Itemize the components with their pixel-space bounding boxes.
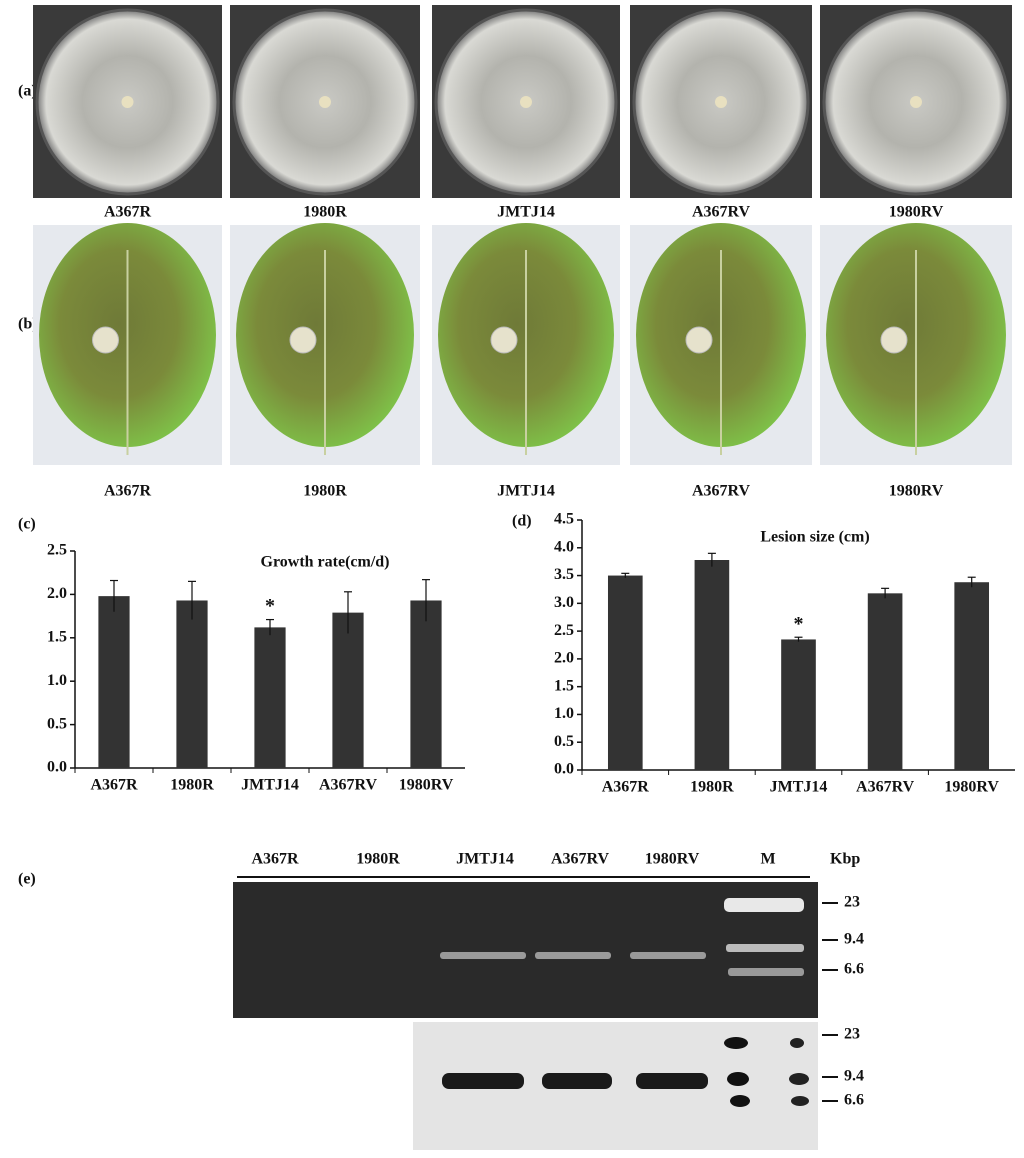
x-tick-label: A367RV [319,777,378,794]
y-tick-label: 3.5 [554,566,574,583]
blot-marker [789,1073,809,1085]
bar [98,596,130,768]
chart-title: Lesion size (cm) [760,529,869,546]
blot-marker [727,1072,749,1086]
significance-mark: * [265,595,275,617]
x-tick-label: 1980RV [399,777,454,794]
lane-label: A367R [251,851,299,868]
panel-label: (c) [18,516,36,533]
lane-label: 1980R [356,851,400,868]
inoculum [121,96,134,108]
bar [867,593,903,770]
inoculum [319,96,331,108]
y-tick-label: 2.0 [554,650,574,667]
bar [954,582,990,770]
panel-label: (d) [512,513,532,530]
x-tick-label: A367RV [856,779,915,796]
chart-title: Growth rate(cm/d) [261,554,390,571]
leaf-plug [92,326,119,354]
y-tick-label: 0.5 [47,715,67,732]
size-label: 9.4 [844,931,864,948]
strain-label: A367R [104,483,152,500]
bar [694,560,730,770]
panel-label: (b) [18,316,38,333]
gel-band [535,952,611,959]
marker-band [728,968,804,976]
strain-label: 1980R [303,204,347,221]
strain-label: 1980RV [889,483,944,500]
y-tick-label: 0.0 [47,759,67,776]
y-tick-label: 2.0 [47,585,67,602]
size-label: 9.4 [844,1068,864,1085]
y-tick-label: 1.5 [554,677,574,694]
gel-image [233,882,818,1018]
strain-label: 1980R [303,483,347,500]
marker-band [724,898,804,912]
y-tick-label: 2.5 [47,542,67,559]
blot-marker [790,1038,804,1048]
x-tick-label: A367R [602,779,650,796]
y-tick-label: 3.0 [554,594,574,611]
strain-label: A367R [104,204,152,221]
blot-band [542,1073,612,1089]
x-tick-label: JMTJ14 [770,779,828,796]
panel-label: (e) [18,871,36,888]
lane-label: M [760,851,775,868]
x-tick-label: 1980R [170,777,214,794]
unit-label: Kbp [830,851,860,868]
bar [781,639,816,770]
blot-band [442,1073,524,1089]
y-tick-label: 1.0 [47,672,67,689]
bar [332,612,364,768]
inoculum [715,96,727,108]
y-tick-label: 0.0 [554,761,574,778]
inoculum [910,96,922,108]
inoculum [520,96,532,108]
size-label: 6.6 [844,961,864,978]
gel-band [440,952,526,959]
leaf-plug [880,326,908,354]
panel-label: (a) [18,83,37,100]
y-tick-label: 0.5 [554,733,574,750]
leaf-plug [490,326,518,354]
bar [410,600,442,768]
y-tick-label: 1.0 [554,705,574,722]
size-label: 23 [844,1026,860,1043]
lane-label: 1980RV [645,851,700,868]
bar [607,575,643,770]
significance-mark: * [794,613,804,635]
size-label: 6.6 [844,1092,864,1109]
strain-label: 1980RV [889,204,944,221]
strain-label: A367RV [692,483,751,500]
x-tick-label: 1980RV [944,779,999,796]
size-label: 23 [844,894,860,911]
leaf-plug [289,326,317,354]
blot-marker [730,1095,750,1107]
x-tick-label: 1980R [690,779,734,796]
y-tick-label: 4.5 [554,511,574,528]
y-tick-label: 4.0 [554,538,574,555]
x-tick-label: JMTJ14 [241,777,299,794]
y-tick-label: 2.5 [554,622,574,639]
lane-label: A367RV [551,851,610,868]
bar [254,627,286,768]
lane-label: JMTJ14 [456,851,514,868]
x-tick-label: A367R [90,777,138,794]
blot-band [636,1073,708,1089]
y-tick-label: 1.5 [47,628,67,645]
gel-band [630,952,706,959]
blot-marker [724,1037,748,1049]
marker-band [726,944,804,952]
strain-label: JMTJ14 [497,204,555,221]
strain-label: A367RV [692,204,751,221]
bar [176,600,208,768]
strain-label: JMTJ14 [497,483,555,500]
leaf-plug [685,326,713,354]
blot-marker [791,1096,809,1106]
